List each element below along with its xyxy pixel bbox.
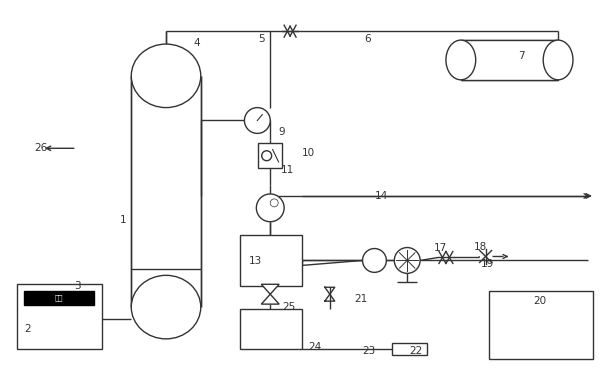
Text: 10: 10 — [302, 148, 315, 158]
Ellipse shape — [131, 275, 201, 339]
Ellipse shape — [131, 44, 201, 108]
Text: 18: 18 — [474, 242, 487, 252]
Text: 由位: 由位 — [54, 295, 63, 301]
Text: 19: 19 — [480, 260, 494, 269]
Text: 9: 9 — [278, 128, 285, 137]
Text: 20: 20 — [533, 296, 546, 306]
Circle shape — [262, 151, 272, 161]
Text: 22: 22 — [409, 346, 422, 356]
Text: 12: 12 — [255, 203, 269, 213]
Bar — [489, 291, 593, 359]
Bar — [131, 307, 201, 338]
Text: 15: 15 — [367, 252, 381, 263]
Ellipse shape — [446, 40, 476, 80]
Polygon shape — [261, 284, 279, 294]
Circle shape — [362, 249, 387, 272]
Bar — [17, 284, 102, 349]
Bar — [24, 291, 94, 305]
Circle shape — [394, 248, 420, 273]
Text: 26: 26 — [34, 143, 47, 153]
Text: 7: 7 — [518, 51, 525, 61]
Bar — [258, 143, 282, 168]
Bar — [240, 309, 302, 349]
Text: 21: 21 — [355, 294, 368, 304]
Bar — [131, 45, 201, 76]
Text: 5: 5 — [258, 34, 265, 44]
Text: 23: 23 — [362, 346, 376, 356]
Text: 1: 1 — [119, 215, 126, 225]
Text: 13: 13 — [249, 257, 261, 266]
Text: 11: 11 — [281, 165, 295, 175]
Text: 25: 25 — [282, 302, 295, 312]
Circle shape — [257, 194, 284, 222]
Ellipse shape — [543, 40, 573, 80]
Circle shape — [270, 199, 278, 207]
Text: 2: 2 — [24, 324, 31, 334]
Bar — [392, 343, 427, 355]
Text: 16: 16 — [399, 252, 413, 263]
Text: 14: 14 — [374, 191, 388, 201]
Text: 8: 8 — [263, 116, 269, 126]
Text: 3: 3 — [74, 281, 80, 291]
Circle shape — [244, 108, 270, 134]
Text: 17: 17 — [434, 243, 447, 252]
Bar — [240, 234, 302, 286]
Bar — [461, 41, 558, 79]
Bar — [461, 40, 558, 80]
Text: 24: 24 — [308, 342, 321, 352]
Polygon shape — [261, 294, 279, 304]
Text: 6: 6 — [365, 34, 371, 44]
Text: 4: 4 — [194, 38, 200, 48]
